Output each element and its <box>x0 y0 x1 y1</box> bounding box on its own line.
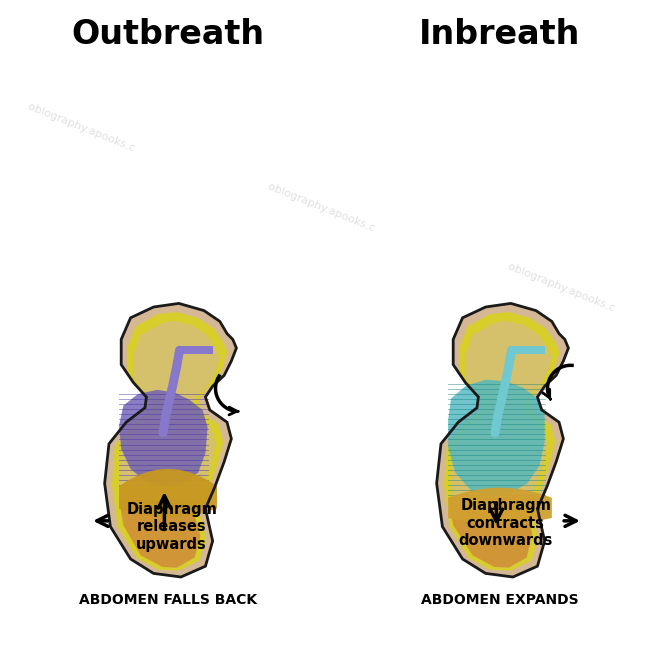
Text: Outbreath: Outbreath <box>71 17 265 50</box>
Polygon shape <box>119 494 215 568</box>
Text: .oblography.apooks.c: .oblography.apooks.c <box>24 101 136 154</box>
Polygon shape <box>105 303 237 577</box>
Polygon shape <box>112 312 228 571</box>
Polygon shape <box>119 469 217 517</box>
Polygon shape <box>119 321 220 568</box>
Polygon shape <box>448 494 549 568</box>
Text: Diaphragm
releases
upwards: Diaphragm releases upwards <box>126 502 217 552</box>
Polygon shape <box>437 303 569 577</box>
Text: .oblography.apooks.c: .oblography.apooks.c <box>263 181 376 234</box>
Text: Diaphragm
contracts
downwards: Diaphragm contracts downwards <box>458 498 553 548</box>
Text: Inbreath: Inbreath <box>419 17 581 50</box>
Text: .oblography.apooks.c: .oblography.apooks.c <box>503 261 617 314</box>
Polygon shape <box>448 488 552 523</box>
Polygon shape <box>451 321 552 568</box>
Polygon shape <box>119 390 208 487</box>
Text: ABDOMEN EXPANDS: ABDOMEN EXPANDS <box>421 593 579 607</box>
Text: ABDOMEN FALLS BACK: ABDOMEN FALLS BACK <box>79 593 257 607</box>
Polygon shape <box>444 312 560 571</box>
Polygon shape <box>448 380 544 497</box>
